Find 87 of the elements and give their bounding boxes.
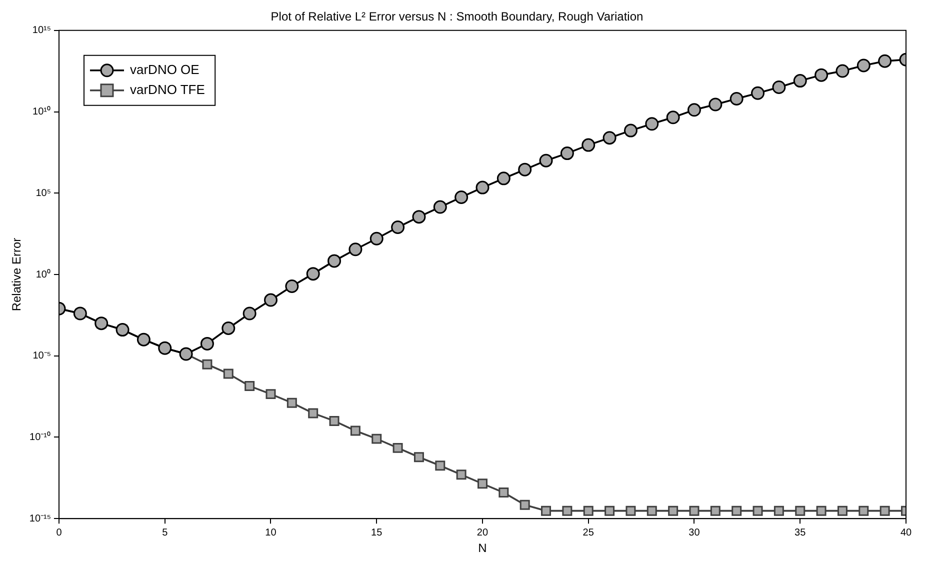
point xyxy=(560,146,574,160)
x-tick-label: 0 xyxy=(56,527,62,538)
x-tick-label: 40 xyxy=(900,527,912,538)
point xyxy=(496,172,510,186)
point xyxy=(710,506,720,516)
point xyxy=(774,506,784,516)
point xyxy=(562,506,572,516)
y-tick-label: 10¹⁵ xyxy=(32,25,51,36)
point xyxy=(264,293,278,307)
y-tick-label: 10⁻⁵ xyxy=(32,350,51,362)
point xyxy=(456,470,466,480)
point xyxy=(244,381,255,392)
point xyxy=(454,190,468,204)
point xyxy=(498,488,509,498)
point xyxy=(433,200,447,214)
point xyxy=(202,359,212,370)
point xyxy=(370,232,384,246)
point xyxy=(306,267,320,281)
point xyxy=(392,442,403,453)
x-tick-label: 15 xyxy=(371,527,383,538)
x-tick-label: 20 xyxy=(476,527,488,538)
point xyxy=(582,138,596,152)
x-tick-label: 35 xyxy=(794,527,806,538)
point xyxy=(328,254,342,268)
point xyxy=(414,452,424,462)
x-axis-title: N xyxy=(478,541,487,556)
y-tick-label: 10⁰ xyxy=(36,268,51,280)
point xyxy=(435,460,446,471)
point xyxy=(520,500,530,510)
point xyxy=(604,506,615,516)
point xyxy=(646,506,657,516)
point xyxy=(222,321,236,335)
x-tick-label: 30 xyxy=(688,527,700,538)
point xyxy=(708,98,722,112)
y-tick-label: 10¹⁰ xyxy=(32,106,51,118)
point xyxy=(200,336,214,350)
point xyxy=(478,478,488,489)
point xyxy=(476,180,490,194)
point xyxy=(285,279,299,293)
point xyxy=(878,54,892,68)
point xyxy=(518,162,532,176)
point xyxy=(626,506,636,516)
point xyxy=(668,506,678,516)
point xyxy=(793,74,807,88)
point xyxy=(391,220,405,234)
chart-title: Plot of Relative L² Error versus N : Smooth Boundary, Rough Variation xyxy=(270,10,644,24)
point xyxy=(688,103,701,117)
point xyxy=(772,80,786,94)
point xyxy=(223,368,234,379)
point xyxy=(795,506,806,516)
point xyxy=(858,506,869,516)
point xyxy=(836,64,850,78)
point xyxy=(837,506,848,516)
point xyxy=(602,131,616,145)
point xyxy=(329,416,340,426)
point xyxy=(732,506,742,516)
point xyxy=(624,124,638,138)
legend-label: varDNO OE xyxy=(130,62,200,77)
point xyxy=(880,506,890,516)
point xyxy=(689,506,700,516)
y-tick-label: 10⁵ xyxy=(36,188,51,199)
point xyxy=(752,506,763,516)
x-tick-label: 5 xyxy=(162,527,168,538)
point xyxy=(730,92,744,106)
point xyxy=(286,398,297,408)
point xyxy=(412,210,426,224)
point xyxy=(539,154,553,168)
point xyxy=(348,242,362,256)
point xyxy=(242,306,256,320)
point xyxy=(266,389,276,400)
point xyxy=(814,68,828,82)
point xyxy=(751,86,765,100)
point xyxy=(666,110,680,124)
y-axis-title: Relative Error xyxy=(10,238,24,312)
y-tick-label: 10⁻¹⁵ xyxy=(29,513,51,524)
point xyxy=(308,408,318,418)
x-tick-label: 25 xyxy=(582,527,594,538)
point xyxy=(583,506,594,516)
y-tick-label: 10⁻¹⁰ xyxy=(30,430,51,443)
legend-label: varDNO TFE xyxy=(130,82,206,97)
point xyxy=(372,434,382,444)
point xyxy=(856,58,870,72)
point xyxy=(350,426,360,436)
point xyxy=(816,506,826,516)
x-tick-label: 10 xyxy=(265,527,277,538)
point xyxy=(541,506,552,516)
point xyxy=(645,117,659,131)
